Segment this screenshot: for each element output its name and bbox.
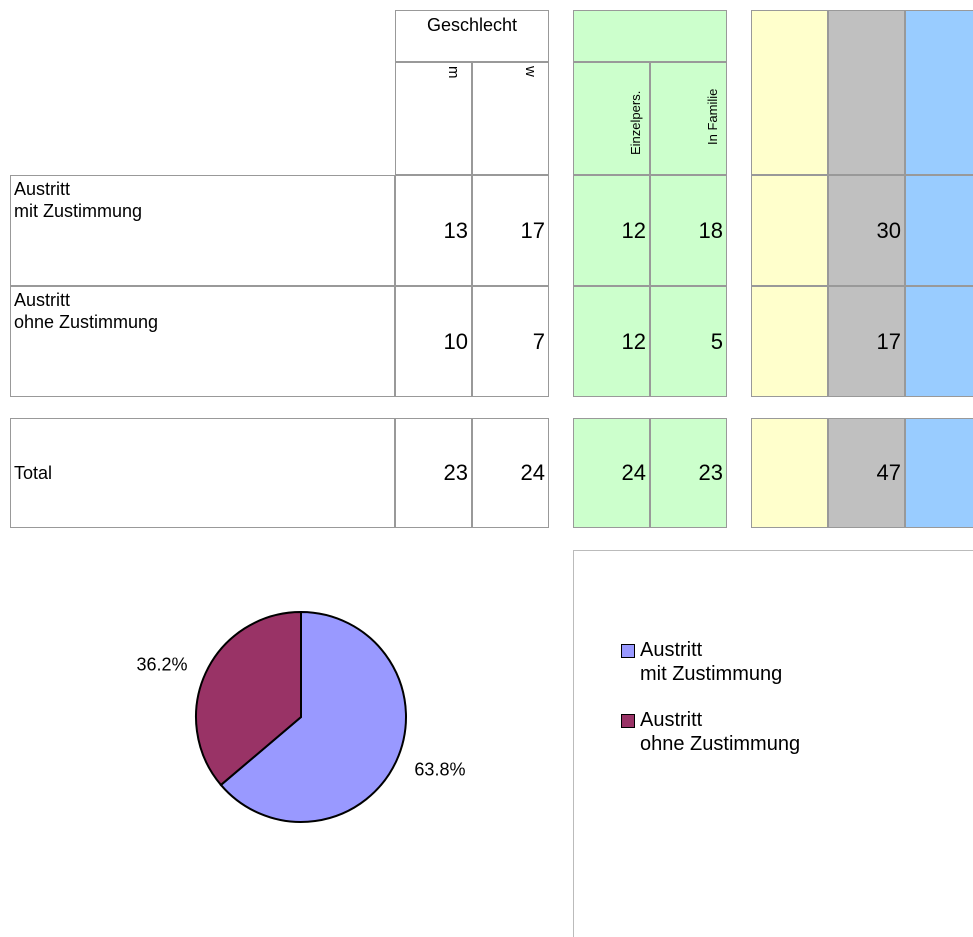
cell-value: 23 <box>443 460 468 485</box>
cell <box>573 62 650 175</box>
cell-value: 24 <box>520 460 545 485</box>
cell <box>395 10 549 62</box>
cell <box>472 175 549 286</box>
cell-value: 30 <box>876 217 901 243</box>
legend-swatch <box>621 644 635 658</box>
cell-value: 23 <box>698 460 723 485</box>
cell <box>395 286 472 397</box>
legend-swatch <box>621 714 635 728</box>
cell <box>395 418 472 528</box>
cell <box>10 175 395 286</box>
cell <box>905 286 973 397</box>
cell <box>905 175 973 286</box>
row-label: Austritt mit Zustimmung <box>14 179 143 221</box>
header-label: Geschlecht <box>426 15 518 35</box>
cell-value: 13 <box>443 217 468 243</box>
cell <box>472 286 549 397</box>
cell-value: 17 <box>876 328 901 354</box>
cell <box>828 418 905 528</box>
cell-value: 18 <box>698 217 723 243</box>
cell <box>751 286 828 397</box>
cell <box>472 62 549 175</box>
pie-slice <box>219 610 407 823</box>
cell <box>573 175 650 286</box>
cell-value: 10 <box>443 328 468 354</box>
row-label: Austritt ohne Zustimmung <box>14 290 159 332</box>
legend-label: Austritt mit Zustimmung <box>640 639 783 685</box>
cell <box>472 418 549 528</box>
cell <box>573 418 650 528</box>
data-label: 36.2% <box>137 654 188 674</box>
pie-slice <box>195 610 302 787</box>
cell <box>10 286 395 397</box>
cell <box>751 418 828 528</box>
cell <box>751 175 828 286</box>
column-header: w <box>522 66 539 77</box>
cell <box>395 175 472 286</box>
cell-value: 24 <box>621 460 646 485</box>
column-header: In Familie <box>705 88 720 145</box>
cell-value: 12 <box>621 328 646 354</box>
data-label: 63.8% <box>414 760 465 780</box>
cell-value: 47 <box>876 460 901 485</box>
cell <box>828 10 905 175</box>
legend-frame <box>573 550 973 937</box>
cell <box>650 62 727 175</box>
cell-value: 5 <box>710 328 723 354</box>
cell <box>573 10 727 62</box>
cell <box>751 10 828 175</box>
cell <box>828 286 905 397</box>
cell <box>650 175 727 286</box>
cell-value: 17 <box>520 217 545 243</box>
cell <box>650 418 727 528</box>
cell <box>573 286 650 397</box>
column-header: m <box>445 66 462 79</box>
legend-label: Austritt ohne Zustimmung <box>640 709 801 755</box>
cell <box>650 286 727 397</box>
cell-value: 7 <box>532 328 545 354</box>
cell <box>395 62 472 175</box>
column-header: Einzelpers. <box>628 90 643 155</box>
cell-value: 12 <box>621 217 646 243</box>
cell <box>10 418 395 528</box>
cell <box>905 10 973 175</box>
cell <box>828 175 905 286</box>
cell <box>905 418 973 528</box>
row-label: Total <box>14 463 53 483</box>
